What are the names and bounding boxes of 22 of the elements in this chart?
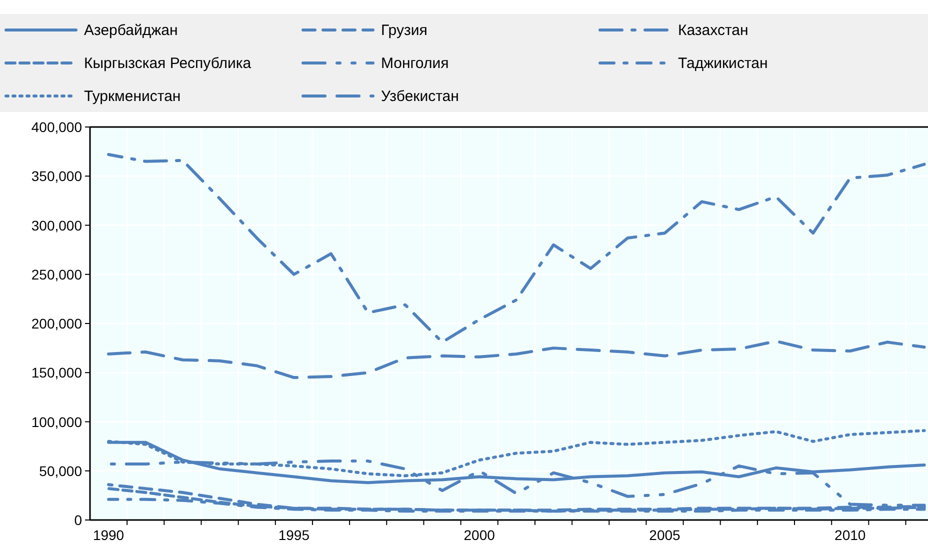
y-tick-label: 150,000 — [31, 364, 82, 381]
legend-label: Туркменистан — [84, 88, 181, 105]
legend-label: Грузия — [381, 22, 428, 39]
x-tick-label: 2000 — [464, 527, 496, 543]
x-tick-label: 1990 — [92, 527, 124, 543]
legend-label: Монголия — [381, 55, 449, 72]
legend-label: Азербайджан — [84, 22, 178, 39]
legend-label: Казахстан — [678, 22, 748, 39]
y-tick-label: 200,000 — [31, 316, 82, 332]
y-tick-label: 350,000 — [31, 168, 82, 184]
y-tick-label: 50,000 — [39, 462, 82, 479]
legend-label: Кыргызская Республика — [84, 55, 252, 72]
y-tick-label: 300,000 — [31, 217, 82, 234]
x-tick-label: 1995 — [278, 527, 310, 543]
legend-label: Узбекистан — [381, 88, 459, 105]
y-tick-label: 250,000 — [31, 266, 82, 282]
x-tick-label: 2005 — [649, 527, 681, 543]
y-tick-label: 100,000 — [31, 414, 82, 430]
x-tick-label: 2010 — [834, 527, 866, 543]
y-tick-label: 400,000 — [31, 119, 82, 135]
y-tick-label: 0 — [74, 512, 82, 528]
legend-label: Таджикистан — [678, 55, 768, 72]
